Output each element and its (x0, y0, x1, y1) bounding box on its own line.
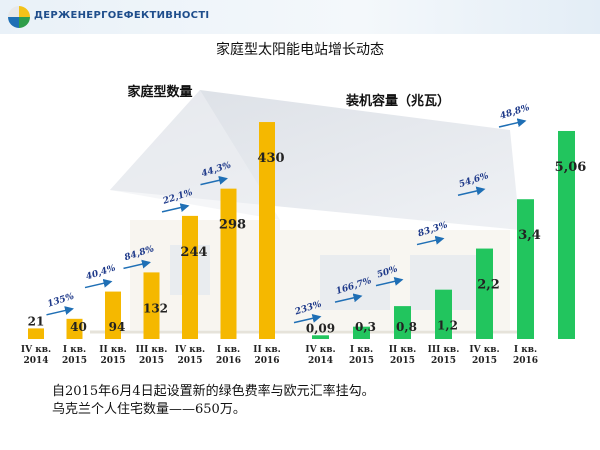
capacity-growth-arrow (375, 276, 404, 287)
capacity-category-label: 2015 (349, 356, 374, 366)
count-growth-arrow (46, 306, 74, 316)
capacity-growth-arrow (416, 235, 445, 246)
capacity-growth-arrow (457, 186, 486, 196)
capacity-bar (558, 130, 575, 339)
count-bar (28, 328, 44, 339)
count-growth-arrow (123, 259, 151, 270)
capacity-bar (435, 289, 452, 339)
capacity-category-label: I кв. (350, 345, 373, 355)
capacity-value-label: 0,09 (306, 321, 335, 335)
count-category-label: IV кв. (21, 345, 51, 355)
count-growth-label: 84,8% (123, 244, 155, 263)
capacity-bar (312, 335, 329, 339)
capacity-growth-label: 83,3% (417, 220, 449, 239)
count-category-label: IV кв. (175, 345, 205, 355)
count-growth-arrow (161, 203, 190, 213)
capacity-bar (476, 248, 493, 339)
capacity-growth-label: 48,8% (499, 103, 531, 122)
count-category-label: I кв. (63, 345, 86, 355)
count-category-label: III кв. (136, 345, 168, 355)
count-category-label: II кв. (253, 345, 280, 355)
count-category-label: 2015 (139, 356, 164, 366)
agency-logo-icon (8, 6, 30, 28)
right-chart-title: 装机容量（兆瓦） (345, 93, 450, 109)
count-value-label: 21 (28, 314, 45, 328)
count-value-label: 298 (219, 218, 246, 233)
capacity-value-label: 2,2 (477, 278, 500, 293)
capacity-category-label: IV кв. (469, 345, 499, 355)
count-value-label: 132 (143, 301, 168, 315)
footer-note-2: 乌克兰个人住宅数量——650万。 (52, 402, 246, 417)
capacity-category-label: IV кв. (305, 345, 335, 355)
capacity-bar (353, 326, 370, 339)
capacity-growth-arrow (293, 313, 322, 324)
capacity-category-label: 2015 (390, 356, 415, 366)
count-category-label: 2014 (23, 356, 48, 366)
count-category-label: 2016 (254, 356, 279, 366)
capacity-growth-label: 233% (293, 299, 323, 317)
capacity-category-label: III кв. (428, 345, 460, 355)
capacity-growth-label: 166,7% (335, 276, 373, 297)
count-growth-arrow (84, 278, 113, 289)
page-title: 家庭型太阳能电站增长动态 (216, 42, 384, 58)
count-value-label: 244 (180, 245, 207, 260)
footer-note-1: 自2015年6月4日起设置新的绿色费率与欧元汇率挂勾。 (52, 384, 375, 399)
capacity-category-label: I кв. (514, 345, 537, 355)
count-growth-label: 40,4% (85, 263, 117, 282)
capacity-value-label: 3,4 (518, 228, 541, 243)
capacity-bar (394, 306, 411, 339)
capacity-bar (517, 199, 534, 339)
capacity-value-label: 5,06 (555, 160, 587, 175)
capacity-growth-label: 50% (376, 264, 400, 280)
capacity-category-label: 2014 (308, 356, 333, 366)
count-growth-label: 44,3% (200, 160, 232, 179)
count-bar (66, 318, 83, 339)
count-growth-label: 22,1% (161, 188, 194, 207)
header-bar: ДЕРЖЕНЕРГОЕФЕКТИВНОСТІ (0, 0, 600, 34)
count-bar (182, 215, 198, 339)
count-growth-arrow (200, 175, 228, 186)
capacity-value-label: 0,8 (396, 320, 417, 334)
count-bar (105, 291, 121, 339)
count-category-label: II кв. (99, 345, 126, 355)
count-bar (259, 122, 275, 339)
count-bar (220, 188, 237, 339)
count-bar (143, 272, 160, 339)
count-category-label: I кв. (217, 345, 240, 355)
capacity-category-label: 2016 (513, 356, 538, 366)
count-category-label: 2015 (177, 356, 202, 366)
capacity-category-label: 2015 (431, 356, 456, 366)
count-growth-label: 135% (46, 292, 76, 310)
count-category-label: 2015 (100, 356, 125, 366)
capacity-growth-arrow (334, 293, 363, 303)
capacity-category-label: II кв. (389, 345, 416, 355)
agency-name: ДЕРЖЕНЕРГОЕФЕКТИВНОСТІ (34, 10, 210, 21)
capacity-growth-arrow (498, 118, 527, 128)
capacity-category-label: 2015 (472, 356, 497, 366)
capacity-value-label: 1,2 (437, 319, 458, 333)
capacity-growth-label: 54,6% (458, 171, 490, 190)
left-chart-title: 家庭型数量 (127, 84, 192, 100)
count-category-label: 2016 (216, 356, 241, 366)
count-category-label: 2015 (62, 356, 87, 366)
count-value-label: 94 (109, 320, 126, 334)
count-value-label: 430 (257, 151, 284, 166)
count-value-label: 40 (70, 320, 87, 334)
capacity-value-label: 0,3 (355, 320, 376, 334)
